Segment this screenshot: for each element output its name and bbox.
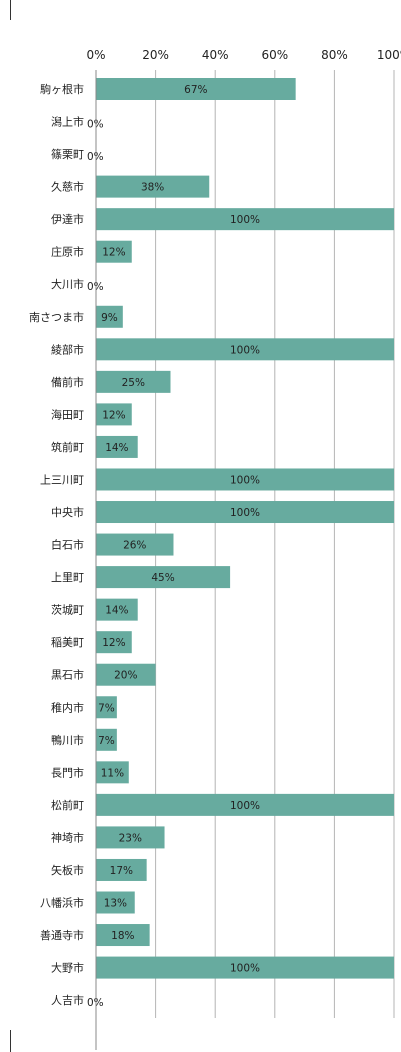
data-label: 67% <box>184 84 207 96</box>
bar <box>96 793 394 816</box>
data-label: 7% <box>98 735 115 747</box>
data-label: 12% <box>102 637 125 649</box>
bar <box>96 175 210 198</box>
data-label: 18% <box>111 930 134 942</box>
bar <box>96 566 231 589</box>
bar <box>96 728 117 751</box>
category-label: 久慈市 <box>51 180 84 194</box>
data-label: 12% <box>102 247 125 259</box>
bar <box>96 501 394 524</box>
bar <box>96 240 132 263</box>
category-label: 駒ヶ根市 <box>40 82 84 96</box>
bar <box>96 663 156 686</box>
data-label: 25% <box>122 377 145 389</box>
category-label: 潟上市 <box>51 115 84 129</box>
bar <box>96 305 123 328</box>
data-label: 0% <box>87 151 104 163</box>
data-label: 45% <box>151 572 174 584</box>
data-label: 17% <box>110 865 133 877</box>
data-label: 100% <box>230 800 260 812</box>
bar <box>96 891 135 914</box>
data-label: 23% <box>119 832 142 844</box>
data-label: 11% <box>101 767 124 779</box>
bar <box>96 598 138 621</box>
category-label: 庄原市 <box>51 245 84 259</box>
data-label: 13% <box>104 898 127 910</box>
data-label: 14% <box>105 605 128 617</box>
bar <box>96 208 394 231</box>
category-label: 上三川町 <box>40 473 84 486</box>
category-label: 白石市 <box>51 538 84 552</box>
category-label: 鴨川市 <box>51 733 84 747</box>
category-label: 稲美町 <box>51 636 84 649</box>
x-tick-label: 60% <box>261 48 288 62</box>
category-label: 茨城町 <box>51 603 84 617</box>
x-tick-label: 100% <box>377 48 401 62</box>
bar <box>96 956 394 979</box>
bar <box>96 696 117 719</box>
category-label: 長門市 <box>51 765 84 779</box>
bar <box>96 631 132 654</box>
bar <box>96 403 132 426</box>
x-tick-label: 40% <box>202 48 229 62</box>
data-label: 100% <box>230 963 260 975</box>
data-label: 20% <box>114 670 137 682</box>
data-label: 0% <box>87 119 104 131</box>
category-label: 大川市 <box>51 277 84 291</box>
bar <box>96 858 147 881</box>
bar <box>96 78 296 100</box>
category-label: 松前町 <box>51 798 84 812</box>
bar <box>96 338 394 361</box>
category-label: 南さつま市 <box>29 310 84 324</box>
category-label: 大野市 <box>51 961 84 975</box>
bar <box>96 924 150 947</box>
data-label: 26% <box>123 540 146 552</box>
data-label: 12% <box>102 409 125 421</box>
data-label: 14% <box>105 442 128 454</box>
chart-frame-bottom-left <box>10 1030 11 1052</box>
category-label: 八幡浜市 <box>40 896 84 910</box>
bar <box>96 826 165 849</box>
bar <box>96 370 171 393</box>
category-label: 綾部市 <box>51 342 84 356</box>
data-label: 100% <box>230 474 260 486</box>
category-label: 人吉市 <box>51 993 84 1007</box>
data-label: 100% <box>230 214 260 226</box>
bar <box>96 533 174 556</box>
category-label: 海田町 <box>51 407 84 421</box>
x-tick-label: 80% <box>321 48 348 62</box>
data-label: 7% <box>98 702 115 714</box>
x-tick-label: 0% <box>86 48 105 62</box>
data-label: 0% <box>87 997 104 1009</box>
category-label: 伊達市 <box>51 212 84 226</box>
bar <box>96 435 138 458</box>
bar <box>96 468 394 491</box>
category-label: 稚内市 <box>51 700 84 714</box>
category-label: 黒石市 <box>51 668 84 682</box>
category-label: 中央市 <box>51 505 84 519</box>
data-label: 100% <box>230 344 260 356</box>
x-tick-label: 20% <box>142 48 169 62</box>
data-label: 100% <box>230 507 260 519</box>
category-label: 上里町 <box>51 571 84 584</box>
category-label: 善通寺市 <box>40 928 84 942</box>
data-label: 9% <box>101 312 118 324</box>
chart-frame-top-left <box>10 0 11 20</box>
bar <box>96 761 129 784</box>
category-label: 神埼市 <box>51 830 84 844</box>
category-label: 筑前町 <box>51 440 84 454</box>
category-label: 篠栗町 <box>51 147 84 161</box>
data-label: 38% <box>141 182 164 194</box>
data-label: 0% <box>87 281 104 293</box>
category-label: 矢板市 <box>51 863 84 877</box>
category-label: 備前市 <box>51 375 84 389</box>
